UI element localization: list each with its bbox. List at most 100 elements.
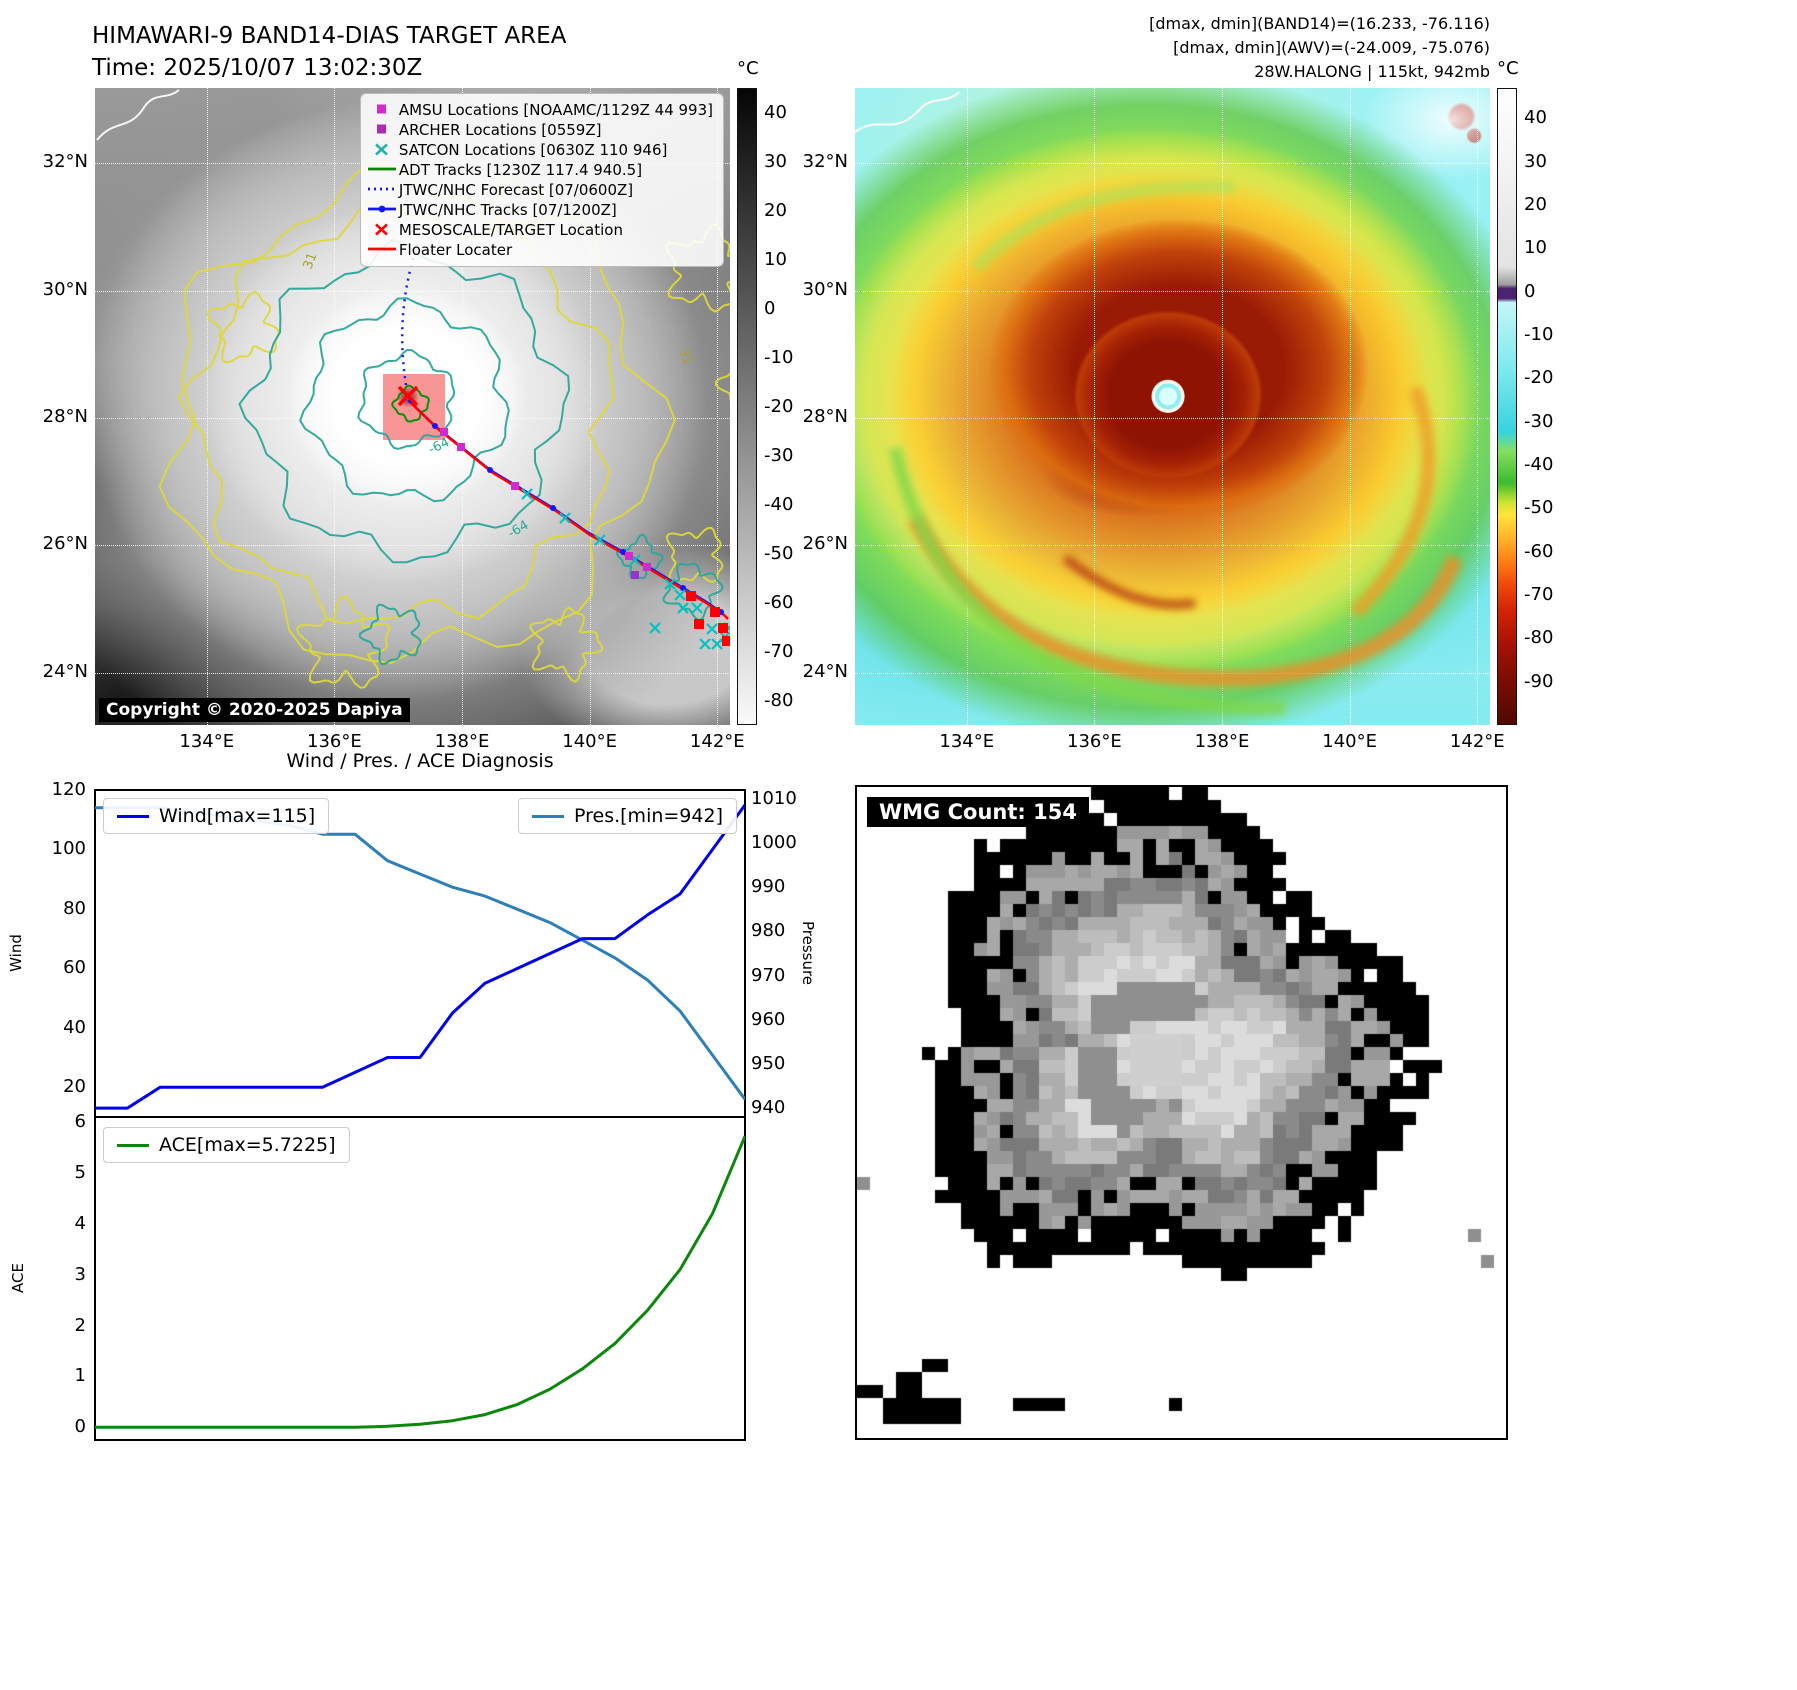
- floater-endpoint-marker: [710, 607, 720, 617]
- legend-row: SATCON Locations [0630Z 110 946]: [365, 140, 713, 160]
- pressure-tick-label: 960: [751, 1008, 786, 1030]
- colorbar-tick-label: -30: [764, 444, 794, 466]
- diagnosis-title: Wind / Pres. / ACE Diagnosis: [286, 750, 554, 772]
- pressure-tick-label: 980: [751, 920, 786, 942]
- gridline-vertical: [717, 88, 719, 725]
- wmg-count-label: WMG Count: 154: [867, 797, 1089, 827]
- lon-tick-label: 142°E: [1449, 731, 1505, 752]
- gridline-horizontal: [95, 290, 730, 292]
- legend-row: JTWC/NHC Tracks [07/1200Z]: [365, 200, 713, 220]
- pressure-legend-marker: [532, 814, 564, 818]
- band14-time: Time: 2025/10/07 13:02:30Z: [92, 55, 423, 81]
- lat-tick-label: 26°N: [42, 533, 88, 555]
- colorbar-tick-label: -80: [764, 689, 794, 711]
- cloud-band: [888, 446, 1286, 715]
- cloud-band: [970, 181, 1236, 273]
- colorbar-tick-label: 20: [764, 199, 787, 221]
- gridline-vertical: [589, 88, 591, 725]
- track-point-dot: [432, 423, 438, 429]
- contour-yellow: [529, 606, 604, 683]
- contour-teal: [299, 297, 510, 503]
- legend-marker-x: [365, 221, 399, 240]
- copyright-label: Copyright © 2020-2025 Dapiya: [99, 698, 410, 722]
- pressure-tick-label: 940: [751, 1097, 786, 1119]
- gridline-vertical: [1094, 88, 1096, 725]
- amsu-marker: [440, 428, 448, 436]
- awv-satellite-image: [855, 88, 1490, 725]
- contour-label: 31: [675, 346, 695, 367]
- pressure-axis-ticks: 1010 1000 990 980 970 960 950 940: [751, 788, 807, 1119]
- wind-legend-marker: [117, 814, 149, 818]
- contour-yellow: [714, 371, 730, 401]
- wind-tick-label: 100: [51, 838, 86, 860]
- legend-row: AMSU Locations [NOAAMC/1129Z 44 993]: [365, 100, 713, 120]
- floater-endpoint-marker: [718, 623, 728, 633]
- colorbar-tick-label: -20: [764, 395, 794, 417]
- legend-row: ARCHER Locations [0559Z]: [365, 120, 713, 140]
- adt-track-line: [391, 384, 430, 423]
- satcon-marker: [649, 622, 661, 634]
- awv-lon-axis: 134°E 136°E 138°E 140°E 142°E: [855, 731, 1504, 755]
- gridline-vertical: [334, 88, 336, 725]
- colorbar-tick-label: -70: [764, 640, 794, 662]
- pressure-tick-label: 990: [751, 876, 786, 898]
- gridline-vertical: [1477, 88, 1479, 725]
- legend-label: SATCON Locations [0630Z 110 946]: [398, 141, 668, 159]
- satcon-marker: [691, 602, 703, 614]
- lat-tick-label: 24°N: [802, 660, 848, 682]
- lon-tick-label: 142°E: [689, 731, 745, 752]
- lon-tick-label: 134°E: [179, 731, 235, 752]
- floater-endpoint-marker: [686, 591, 696, 601]
- coastline: [855, 91, 960, 133]
- pressure-legend-label: Pres.[min=942]: [574, 805, 723, 827]
- wind-legend: Wind[max=115]: [103, 798, 330, 834]
- jtwc-forecast-track: [400, 255, 416, 386]
- band14-satellite-image: -64 -64 31 31 AMSU Locations [NOAAMC/1129Z …: [95, 88, 730, 725]
- ace-tick-label: 0: [74, 1416, 86, 1438]
- legend-marker-line: [365, 241, 399, 260]
- archer-marker: [631, 571, 639, 579]
- awv-colorbar-ticks: 40 30 20 10 0 -10 -20 -30 -40 -50 -60 -70 -80 -90: [1524, 88, 1574, 725]
- colorbar-tick-label: 30: [1524, 150, 1547, 172]
- colorbar-tick-label: -20: [1524, 367, 1554, 389]
- colorbar-tick-label: 10: [1524, 237, 1547, 259]
- legend-marker-dotted: [365, 181, 399, 200]
- colorbar-tick-label: -30: [1524, 410, 1554, 432]
- wind-pressure-chart: [94, 789, 746, 1118]
- awv-lat-axis: 32°N 30°N 28°N 26°N 24°N: [790, 88, 848, 725]
- lon-tick-label: 136°E: [307, 731, 362, 752]
- awv-header-line1: [dmax, dmin](BAND14)=(16.233, -76.116): [1149, 14, 1490, 33]
- contour-yellow: [664, 222, 730, 313]
- legend-row: Floater Locater: [365, 240, 713, 260]
- contour-label: -64: [506, 518, 532, 542]
- pressure-tick-label: 1000: [751, 832, 797, 854]
- colorbar-tick-label: -60: [764, 591, 794, 613]
- ace-series-line: [95, 1135, 745, 1429]
- floater-endpoint-marker: [694, 619, 704, 629]
- lat-tick-label: 24°N: [42, 660, 88, 682]
- wind-series-line: [95, 804, 745, 1110]
- lon-tick-label: 140°E: [562, 731, 618, 752]
- colorbar-tick-label: -40: [764, 493, 794, 515]
- coastline: [96, 89, 180, 141]
- colorbar-tick-label: 0: [1524, 280, 1536, 302]
- satcon-marker: [699, 638, 711, 650]
- satcon-marker: [706, 623, 718, 635]
- lon-tick-label: 138°E: [1194, 731, 1250, 752]
- awv-colorbar-unit: °C: [1497, 58, 1519, 79]
- legend-row: MESOSCALE/TARGET Location: [365, 220, 713, 240]
- ace-axis-title: ACE: [9, 1263, 27, 1293]
- colorbar-tick-label: -50: [1524, 497, 1554, 519]
- colorbar-tick-label: -70: [1524, 584, 1554, 605]
- colorbar-tick-label: -90: [1524, 670, 1554, 692]
- colorbar-tick-label: -50: [764, 542, 794, 564]
- colorbar-tick-label: -80: [1524, 627, 1554, 649]
- contour-yellow: [665, 527, 724, 583]
- ace-tick-label: 5: [74, 1161, 86, 1183]
- legend-label: ADT Tracks [1230Z 117.4 940.5]: [398, 161, 643, 179]
- lat-tick-label: 32°N: [42, 151, 88, 173]
- amsu-marker: [625, 552, 633, 560]
- wind-legend-label: Wind[max=115]: [159, 805, 316, 827]
- pressure-legend: Pres.[min=942]: [518, 798, 737, 834]
